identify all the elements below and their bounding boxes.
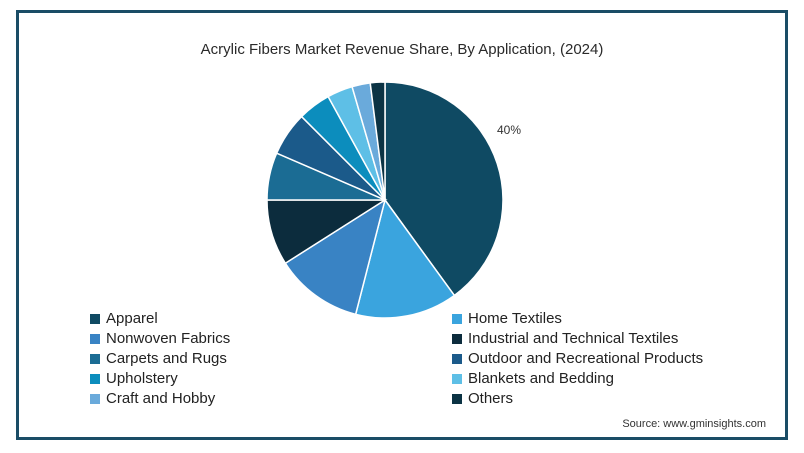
- pie-slice-others: [369, 81, 386, 201]
- legend-swatch: [452, 393, 462, 404]
- legend-swatch: [90, 353, 100, 364]
- legend-item-carpets-and-rugs: Carpets and Rugs: [90, 350, 227, 367]
- pie-slice-nonwoven-fabrics: [284, 198, 387, 316]
- legend-label: Industrial and Technical Textiles: [468, 330, 679, 347]
- legend-item-home-textiles: Home Textiles: [452, 310, 562, 327]
- legend-label: Upholstery: [106, 370, 178, 387]
- pie-slice-home-textiles: [354, 198, 456, 319]
- legend-item-outdoor-and-recreational-products: Outdoor and Recreational Products: [452, 350, 703, 367]
- legend-label: Carpets and Rugs: [106, 350, 227, 367]
- pie-slice-apparel: [384, 81, 504, 297]
- chart-title: Acrylic Fibers Market Revenue Share, By …: [200, 41, 604, 58]
- legend-label: Outdoor and Recreational Products: [468, 350, 704, 367]
- legend-item-upholstery: Upholstery: [90, 370, 178, 387]
- legend-label: Craft and Hobby: [106, 390, 216, 407]
- legend-label: Nonwoven Fabrics: [106, 330, 231, 347]
- data-label-apparel: 40%: [497, 123, 521, 137]
- legend-item-blankets-and-bedding: Blankets and Bedding: [452, 370, 614, 387]
- legend-label: Blankets and Bedding: [468, 370, 614, 387]
- legend-swatch: [90, 373, 100, 384]
- legend-label: Others: [468, 390, 514, 407]
- legend-item-industrial-and-technical-textiles: Industrial and Technical Textiles: [452, 330, 678, 347]
- legend-label: Apparel: [106, 310, 158, 327]
- legend-swatch: [90, 333, 100, 344]
- legend-item-apparel: Apparel: [90, 310, 158, 327]
- legend-item-craft-and-hobby: Craft and Hobby: [90, 390, 215, 407]
- legend-swatch: [452, 333, 462, 344]
- legend-swatch: [452, 313, 462, 324]
- legend-swatch: [452, 353, 462, 364]
- legend-item-nonwoven-fabrics: Nonwoven Fabrics: [90, 330, 230, 347]
- legend-swatch: [452, 373, 462, 384]
- legend-label: Home Textiles: [468, 310, 562, 327]
- source-note: Source: www.gminsights.com: [622, 418, 766, 430]
- legend-swatch: [90, 313, 100, 324]
- legend-swatch: [90, 393, 100, 404]
- legend-item-others: Others: [452, 390, 513, 407]
